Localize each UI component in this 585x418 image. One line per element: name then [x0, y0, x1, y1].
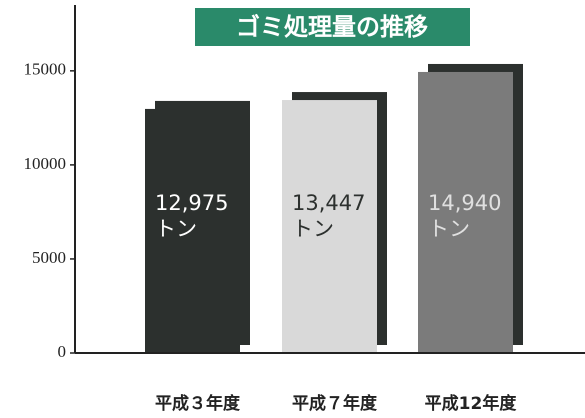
value-label: 13,447 トン: [292, 191, 366, 241]
value-label: 14,940 トン: [428, 191, 502, 241]
title-box: [195, 8, 470, 46]
x-tick-label: 平成３年度: [155, 393, 241, 414]
y-tick-label: 5000: [32, 248, 66, 267]
bar: [145, 108, 240, 353]
value-label-box: 13,447 トン: [292, 191, 366, 241]
bar: [282, 100, 377, 353]
y-tick-label: 0: [58, 342, 67, 361]
y-tick-label: 15000: [24, 60, 67, 79]
x-tick-label: 平成７年度: [292, 393, 378, 414]
chart-title: ゴミ処理量の推移: [236, 13, 428, 41]
value-label-box: 14,940 トン: [428, 191, 502, 241]
x-tick-label: 平成12年度: [425, 393, 518, 414]
value-label-box: 12,975 トン: [155, 191, 229, 241]
bar: [418, 71, 513, 353]
y-tick-label: 10000: [24, 154, 67, 173]
value-label: 12,975 トン: [155, 191, 229, 241]
